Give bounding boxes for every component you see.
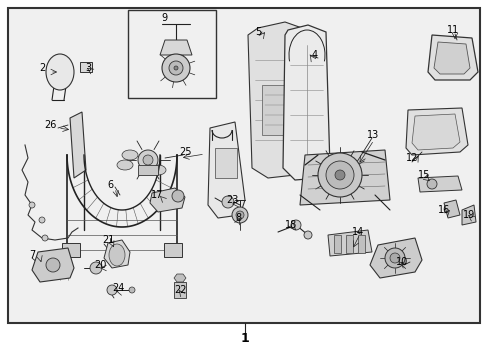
Text: 26: 26 [44, 120, 56, 130]
Text: 5: 5 [255, 27, 261, 37]
Circle shape [236, 211, 244, 219]
Text: 3: 3 [85, 63, 91, 73]
Circle shape [29, 202, 35, 208]
Text: 15: 15 [418, 170, 430, 180]
Circle shape [172, 190, 184, 202]
Polygon shape [174, 274, 186, 282]
Circle shape [291, 220, 301, 230]
Text: 6: 6 [107, 180, 113, 190]
Polygon shape [300, 150, 390, 205]
Polygon shape [283, 25, 330, 180]
Text: 10: 10 [396, 257, 408, 267]
Text: 22: 22 [174, 285, 186, 295]
Text: 16: 16 [438, 205, 450, 215]
Circle shape [46, 258, 60, 272]
Circle shape [318, 153, 362, 197]
Text: 9: 9 [161, 13, 167, 23]
Bar [80, 62, 92, 72]
Ellipse shape [122, 150, 138, 160]
Bar [128, 10, 216, 98]
Ellipse shape [150, 165, 166, 175]
Text: 18: 18 [285, 220, 297, 230]
Text: 2: 2 [39, 63, 45, 73]
Text: 11: 11 [447, 25, 459, 35]
Ellipse shape [46, 54, 74, 90]
Circle shape [232, 207, 248, 223]
Bar [346, 235, 353, 253]
Circle shape [427, 179, 437, 189]
Circle shape [162, 54, 190, 82]
Bar [62, 243, 80, 257]
Polygon shape [418, 176, 462, 192]
Polygon shape [208, 122, 245, 218]
Bar [262, 85, 292, 135]
Polygon shape [32, 248, 74, 282]
Circle shape [385, 248, 405, 268]
Polygon shape [328, 230, 372, 256]
Bar [8, 8, 480, 323]
Polygon shape [428, 35, 478, 80]
Polygon shape [444, 200, 460, 218]
Text: 1: 1 [241, 332, 249, 345]
Circle shape [39, 217, 45, 223]
Circle shape [326, 161, 354, 189]
Text: 14: 14 [352, 227, 364, 237]
Circle shape [335, 170, 345, 180]
Circle shape [222, 196, 234, 208]
Circle shape [304, 231, 312, 239]
Polygon shape [462, 205, 476, 225]
Bar [358, 235, 365, 253]
Circle shape [129, 287, 135, 293]
Text: 12: 12 [406, 153, 418, 163]
Polygon shape [412, 114, 460, 150]
Polygon shape [248, 22, 305, 178]
Ellipse shape [117, 160, 133, 170]
Text: 7: 7 [29, 250, 35, 260]
Circle shape [107, 285, 117, 295]
Text: 20: 20 [94, 260, 106, 270]
Polygon shape [104, 240, 130, 268]
Circle shape [143, 155, 153, 165]
Text: 21: 21 [102, 235, 114, 245]
Circle shape [42, 235, 48, 241]
Polygon shape [70, 112, 86, 178]
Circle shape [390, 253, 400, 263]
Text: 25: 25 [179, 147, 191, 157]
Bar [174, 282, 186, 298]
Circle shape [138, 150, 158, 170]
Bar [164, 243, 182, 257]
Circle shape [169, 61, 183, 75]
Text: 4: 4 [312, 50, 318, 60]
Bar [138, 165, 158, 175]
Polygon shape [160, 40, 192, 55]
Polygon shape [434, 42, 470, 74]
Text: 13: 13 [367, 130, 379, 140]
Text: 24: 24 [112, 283, 124, 293]
Polygon shape [150, 188, 185, 212]
Bar [334, 235, 341, 253]
Polygon shape [370, 238, 422, 278]
Bar [215, 148, 237, 178]
Text: 23: 23 [226, 195, 238, 205]
Circle shape [90, 262, 102, 274]
Text: 8: 8 [235, 213, 241, 223]
Ellipse shape [109, 244, 125, 266]
Text: 17: 17 [151, 190, 163, 200]
Text: 19: 19 [463, 210, 475, 220]
Polygon shape [406, 108, 468, 155]
Circle shape [174, 66, 178, 70]
